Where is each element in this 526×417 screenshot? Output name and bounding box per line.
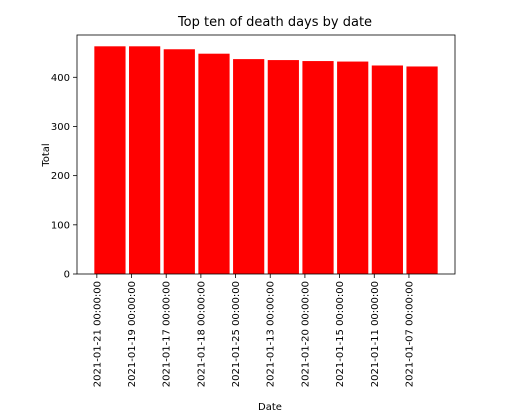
x-tick-label: 2021-01-13 00:00:00 [266,281,277,387]
x-tick-label: 2021-01-19 00:00:00 [127,281,138,387]
bar [337,61,369,275]
x-tick-label: 2021-01-07 00:00:00 [404,281,415,387]
y-tick-label: 0 [64,270,70,281]
x-tick-label: 2021-01-11 00:00:00 [370,281,381,387]
x-axis-label: Date [258,402,282,413]
chart-title: Top ten of death days by date [177,15,372,30]
y-tick-label: 100 [51,220,70,231]
bars-layer [94,46,438,275]
x-tick-label: 2021-01-21 00:00:00 [92,281,103,387]
plot-frame [76,34,456,275]
bar [371,65,403,275]
bar [129,46,161,275]
bar [198,53,230,274]
x-tick-label: 2021-01-20 00:00:00 [300,281,311,387]
bar [267,60,299,274]
bar [406,66,438,274]
bar [233,59,265,274]
bar [163,49,195,275]
x-tick-label: 2021-01-17 00:00:00 [162,281,173,387]
x-tick-label: 2021-01-25 00:00:00 [231,281,242,387]
bar [94,46,126,275]
y-tick-label: 400 [51,73,70,84]
y-axis-label: Total [41,143,52,167]
bar [302,61,334,275]
axes-layer: 0 100 200 300 400 2021-01-21 00:00:00 2021-01-… [51,34,456,387]
y-tick-label: 300 [51,122,70,133]
y-tick-label: 200 [51,171,70,182]
x-tick-label: 2021-01-15 00:00:00 [335,281,346,387]
x-tick-label: 2021-01-18 00:00:00 [196,281,207,387]
